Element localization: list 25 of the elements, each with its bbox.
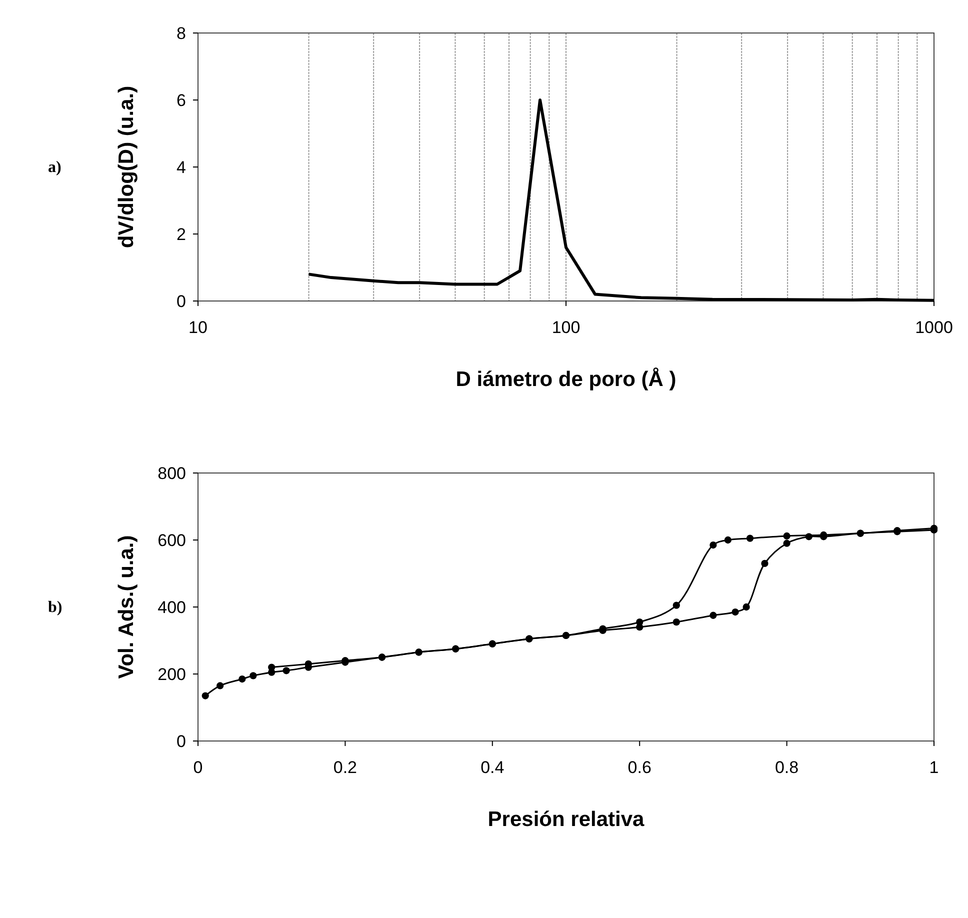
- y-axis-title: dV/dlog(D) (u.a.): [115, 86, 138, 248]
- y-tick-label: 800: [158, 464, 186, 483]
- y-tick-label: 2: [176, 224, 186, 244]
- y-tick-label: 400: [158, 598, 186, 617]
- x-tick-label: 0.4: [480, 758, 504, 777]
- y-tick-label: 6: [176, 90, 186, 110]
- x-axis-title: Presión relativa: [488, 808, 645, 831]
- x-tick-label: 1: [929, 758, 939, 777]
- y-tick-label: 8: [176, 24, 186, 43]
- text: b): [48, 599, 62, 616]
- x-tick-label: 1000: [915, 318, 953, 337]
- x-tick-label: 0.2: [333, 758, 358, 777]
- x-tick-label: 10: [188, 318, 208, 337]
- y-axis-title: Vol. Ads.( u.a.): [115, 535, 138, 679]
- y-tick-label: 4: [176, 158, 186, 177]
- y-tick-label: 0: [176, 732, 186, 751]
- x-axis-title: D iámetro de poro (Å ): [456, 367, 676, 391]
- x-tick-label: 100: [552, 318, 580, 337]
- x-tick-label: 0.6: [628, 758, 652, 777]
- y-tick-label: 0: [176, 292, 186, 311]
- y-tick-label: 600: [158, 530, 186, 550]
- x-tick-label: 0: [193, 758, 203, 777]
- text: a): [48, 159, 62, 176]
- x-tick-label: 0.8: [774, 758, 799, 777]
- y-tick-label: 200: [158, 664, 186, 684]
